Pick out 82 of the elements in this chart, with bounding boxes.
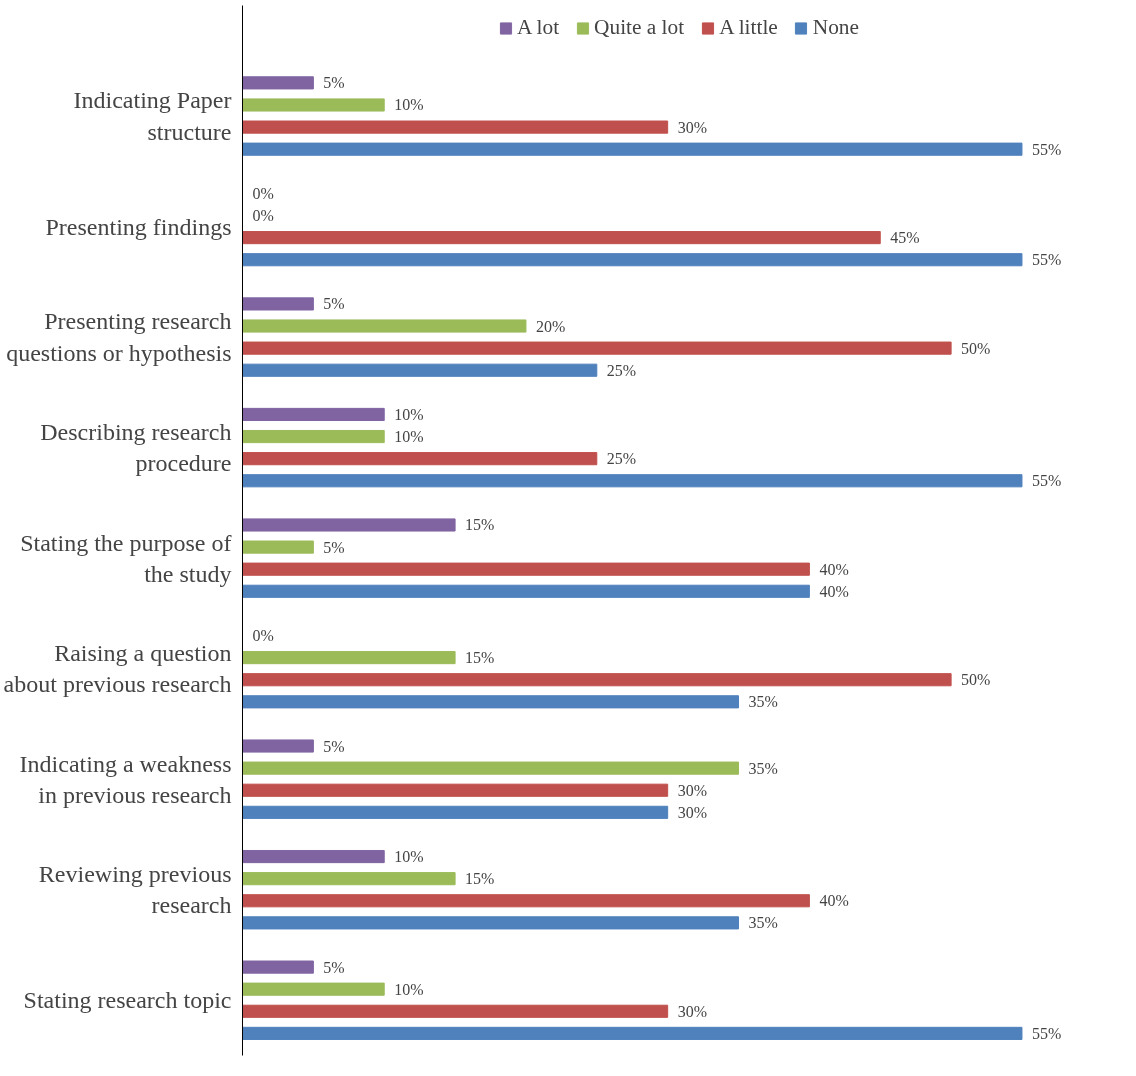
bar [242, 429, 385, 444]
bar [242, 1026, 1023, 1040]
bar [242, 673, 952, 687]
bar [242, 783, 669, 797]
bar [242, 805, 669, 819]
bar [242, 562, 810, 576]
data-label: 55% [1031, 251, 1062, 269]
legend-label: A little [719, 15, 778, 40]
bar [242, 761, 740, 775]
bar [242, 739, 314, 753]
y-tick-label: Presenting findings [45, 213, 232, 240]
bar [242, 253, 1023, 267]
bar [242, 363, 598, 377]
data-label: 10% [394, 848, 424, 866]
bar [242, 916, 740, 930]
bar [242, 120, 669, 134]
bar [242, 1004, 669, 1018]
bar [242, 982, 385, 996]
data-label: 35% [748, 914, 778, 932]
data-label: 50% [961, 671, 991, 689]
bar [242, 894, 810, 908]
y-tick-label: Reviewing previous research [38, 861, 232, 919]
y-tick-label: Describing research procedure [40, 419, 232, 477]
bar [242, 584, 810, 598]
bar [242, 319, 527, 333]
bar [242, 474, 1023, 488]
bar [242, 76, 314, 90]
data-label: 10% [394, 428, 424, 446]
bar [242, 452, 598, 466]
data-label: 0% [252, 627, 274, 644]
bar [242, 341, 952, 355]
bar [242, 297, 314, 311]
data-label: 35% [748, 759, 778, 777]
y-tick-label: Stating research topic [23, 987, 232, 1014]
data-label: 15% [465, 649, 495, 667]
data-label: 10% [394, 405, 424, 423]
data-label: 55% [1031, 1024, 1062, 1042]
bar [242, 407, 385, 422]
legend-label: None [812, 15, 859, 40]
data-label: 5% [323, 295, 345, 313]
data-label: 55% [1031, 140, 1062, 158]
data-label: 30% [677, 1002, 707, 1020]
data-label: 5% [323, 74, 345, 92]
data-label: 40% [819, 560, 849, 578]
data-label: 25% [606, 361, 637, 379]
bar [242, 518, 456, 532]
data-label: 5% [323, 538, 345, 556]
data-label: 40% [819, 892, 849, 910]
data-label: 30% [677, 118, 707, 136]
bar [242, 98, 385, 112]
data-label: 0% [252, 184, 274, 202]
data-label: 5% [323, 737, 345, 755]
y-tick-label: Indicating Paper structure [73, 87, 232, 145]
y-tick-label: Stating the purpose of the study [20, 529, 232, 587]
y-tick-label: Presenting research questions or hypothesis [6, 308, 232, 366]
bar [242, 540, 314, 554]
y-tick-label: Raising a question about previous research [3, 640, 232, 698]
data-label: 50% [961, 339, 991, 357]
data-label: 15% [465, 516, 495, 534]
y-tick-label: Indicating a weakness in previous research [19, 750, 232, 808]
data-label: 40% [819, 582, 849, 600]
data-label: 45% [890, 229, 920, 247]
data-label: 35% [748, 693, 778, 711]
legend-label: A lot [517, 15, 560, 40]
bar [242, 695, 740, 709]
data-label: 10% [394, 96, 424, 114]
bar [242, 960, 314, 974]
bar [242, 231, 881, 245]
bar [242, 872, 456, 886]
data-label: 10% [394, 980, 424, 998]
legend-label: Quite a lot [594, 15, 685, 40]
data-label: 20% [535, 317, 566, 335]
bar [242, 651, 456, 665]
bar [242, 142, 1023, 156]
data-label: 55% [1031, 472, 1062, 490]
bar [242, 849, 385, 864]
data-label: 30% [677, 803, 707, 821]
data-label: 30% [677, 781, 707, 799]
data-label: 5% [323, 958, 345, 976]
data-label: 0% [252, 207, 274, 224]
data-label: 15% [465, 870, 495, 888]
data-label: 25% [606, 450, 637, 468]
